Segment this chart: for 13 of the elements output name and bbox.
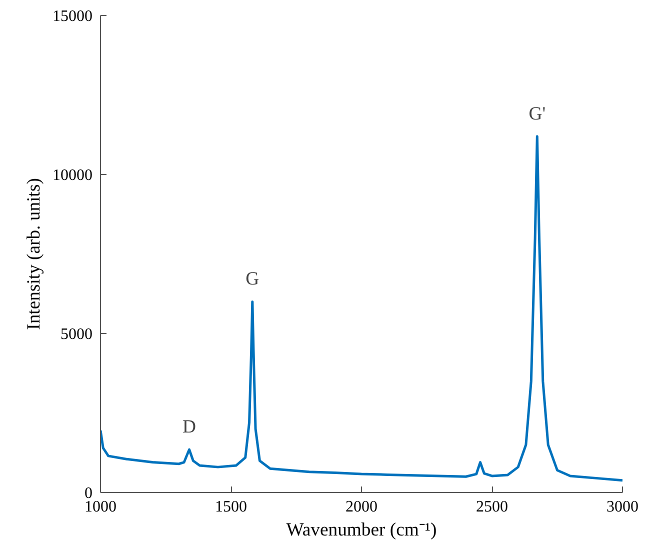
annotation: D [182, 416, 196, 438]
annotation: G [246, 268, 260, 290]
x-tick-label: 3000 [606, 498, 638, 516]
x-axis-title: Wavenumber (cm⁻¹) [286, 520, 437, 540]
x-tick-label: 2000 [346, 498, 378, 516]
x-tick-label: 2500 [476, 498, 508, 516]
line-series [100, 135, 622, 482]
y-axis-title: Intensity (arb. units) [24, 178, 44, 330]
y-tick-label: 10000 [52, 167, 92, 184]
y-tick-label: 15000 [52, 8, 92, 25]
annotation: G' [528, 103, 546, 124]
y-tick-label: 5000 [60, 326, 92, 343]
x-tick-label: 1500 [215, 498, 247, 516]
